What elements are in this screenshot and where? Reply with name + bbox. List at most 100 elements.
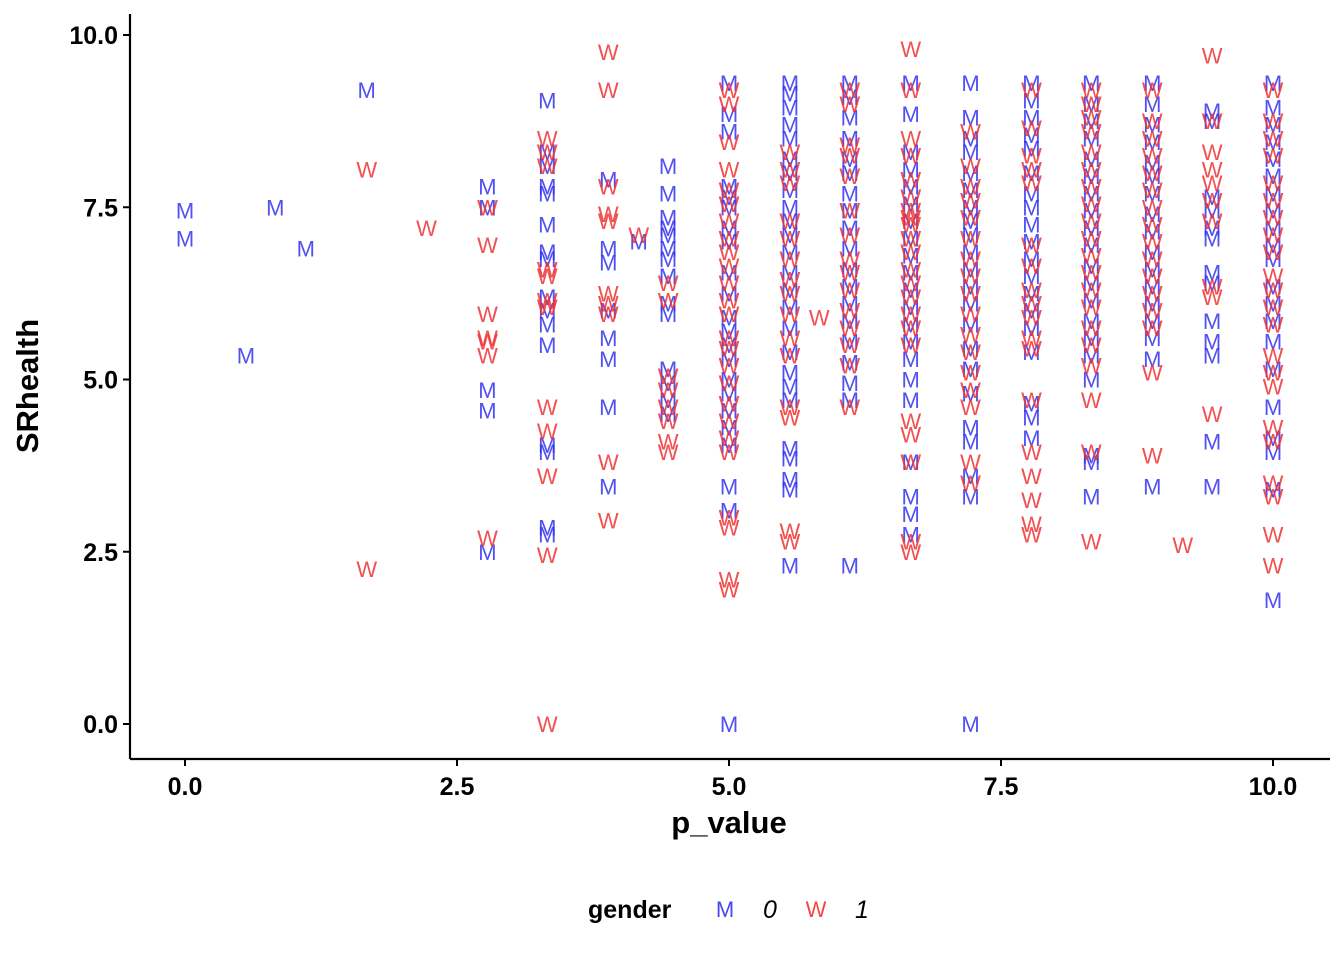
point-w: W — [719, 336, 740, 361]
point-m: M — [599, 250, 617, 275]
point-m: M — [1264, 130, 1282, 155]
point-m: M — [720, 319, 738, 344]
point-w: W — [1263, 144, 1284, 169]
point-w: W — [1263, 485, 1284, 510]
point-m: M — [599, 299, 617, 324]
point-m: M — [781, 113, 799, 138]
point-m: M — [841, 257, 859, 282]
point-m: M — [841, 106, 859, 131]
point-m: M — [1022, 161, 1040, 186]
point-w: W — [1081, 333, 1102, 358]
point-m: M — [237, 343, 255, 368]
point-m: M — [1264, 309, 1282, 334]
point-m: M — [902, 140, 920, 165]
point-w: W — [477, 326, 498, 351]
point-w: W — [477, 195, 498, 220]
point-w: W — [839, 299, 860, 324]
point-m: M — [659, 402, 677, 427]
point-m: M — [659, 264, 677, 289]
point-m: M — [1082, 71, 1100, 96]
point-m: M — [841, 199, 859, 224]
point-w: W — [809, 305, 830, 330]
point-w: W — [1263, 278, 1284, 303]
point-m: M — [781, 388, 799, 413]
point-m: M — [538, 212, 556, 237]
point-w: W — [839, 199, 860, 224]
point-m: M — [902, 243, 920, 268]
point-m: M — [961, 106, 979, 131]
point-m: M — [1022, 405, 1040, 430]
point-w: W — [960, 247, 981, 272]
point-w: W — [658, 364, 679, 389]
point-m: M — [720, 195, 738, 220]
point-w: W — [598, 175, 619, 200]
point-m: M — [538, 175, 556, 200]
point-w: W — [780, 302, 801, 327]
point-w: W — [1263, 430, 1284, 455]
point-m: M — [478, 399, 496, 424]
point-w: W — [900, 240, 921, 265]
point-w: W — [1142, 109, 1163, 134]
point-m: M — [1082, 164, 1100, 189]
point-m: M — [902, 226, 920, 251]
point-w: W — [719, 178, 740, 203]
point-w: W — [537, 419, 558, 444]
point-m: M — [902, 485, 920, 510]
point-m: M — [720, 333, 738, 358]
point-m: M — [1264, 357, 1282, 382]
point-m: M — [902, 450, 920, 475]
point-w: W — [1263, 188, 1284, 213]
point-w: W — [1081, 278, 1102, 303]
point-m: M — [1082, 199, 1100, 224]
point-w: W — [960, 450, 981, 475]
point-m: M — [478, 195, 496, 220]
point-m: M — [297, 237, 315, 262]
point-m: M — [781, 295, 799, 320]
point-w: W — [1021, 488, 1042, 513]
point-m: M — [961, 223, 979, 248]
point-w: W — [780, 529, 801, 554]
point-m: M — [841, 274, 859, 299]
point-m: M — [538, 523, 556, 548]
point-m: M — [1203, 99, 1221, 124]
point-m: M — [781, 95, 799, 120]
point-m: M — [1203, 226, 1221, 251]
point-w: W — [1021, 254, 1042, 279]
point-m: M — [781, 240, 799, 265]
point-m: M — [538, 154, 556, 179]
point-m: M — [599, 326, 617, 351]
point-w: W — [780, 395, 801, 420]
legend-title: gender — [588, 896, 672, 924]
point-m: M — [961, 161, 979, 186]
point-w: W — [1263, 240, 1284, 265]
point-w: W — [1021, 464, 1042, 489]
point-m: M — [841, 126, 859, 151]
point-m: M — [1143, 164, 1161, 189]
y-tick-label: 2.5 — [83, 539, 118, 567]
point-w: W — [1081, 440, 1102, 465]
point-m: M — [1022, 71, 1040, 96]
point-m: M — [841, 181, 859, 206]
point-m: M — [599, 347, 617, 372]
point-m: M — [1264, 216, 1282, 241]
point-w: W — [960, 302, 981, 327]
point-m: M — [1022, 88, 1040, 113]
point-w: W — [900, 409, 921, 434]
point-w: W — [900, 333, 921, 358]
point-w: W — [719, 226, 740, 251]
point-m: M — [961, 381, 979, 406]
point-m: M — [1203, 185, 1221, 210]
point-m: M — [841, 71, 859, 96]
point-m: M — [1022, 299, 1040, 324]
point-m: M — [1143, 181, 1161, 206]
x-axis-title: p_value — [671, 805, 786, 840]
point-m: M — [720, 305, 738, 330]
point-m: M — [781, 195, 799, 220]
point-m: M — [599, 168, 617, 193]
point-m: M — [1143, 326, 1161, 351]
point-m: M — [1022, 123, 1040, 148]
point-w: W — [1021, 305, 1042, 330]
point-m: M — [1203, 216, 1221, 241]
point-w: W — [658, 395, 679, 420]
